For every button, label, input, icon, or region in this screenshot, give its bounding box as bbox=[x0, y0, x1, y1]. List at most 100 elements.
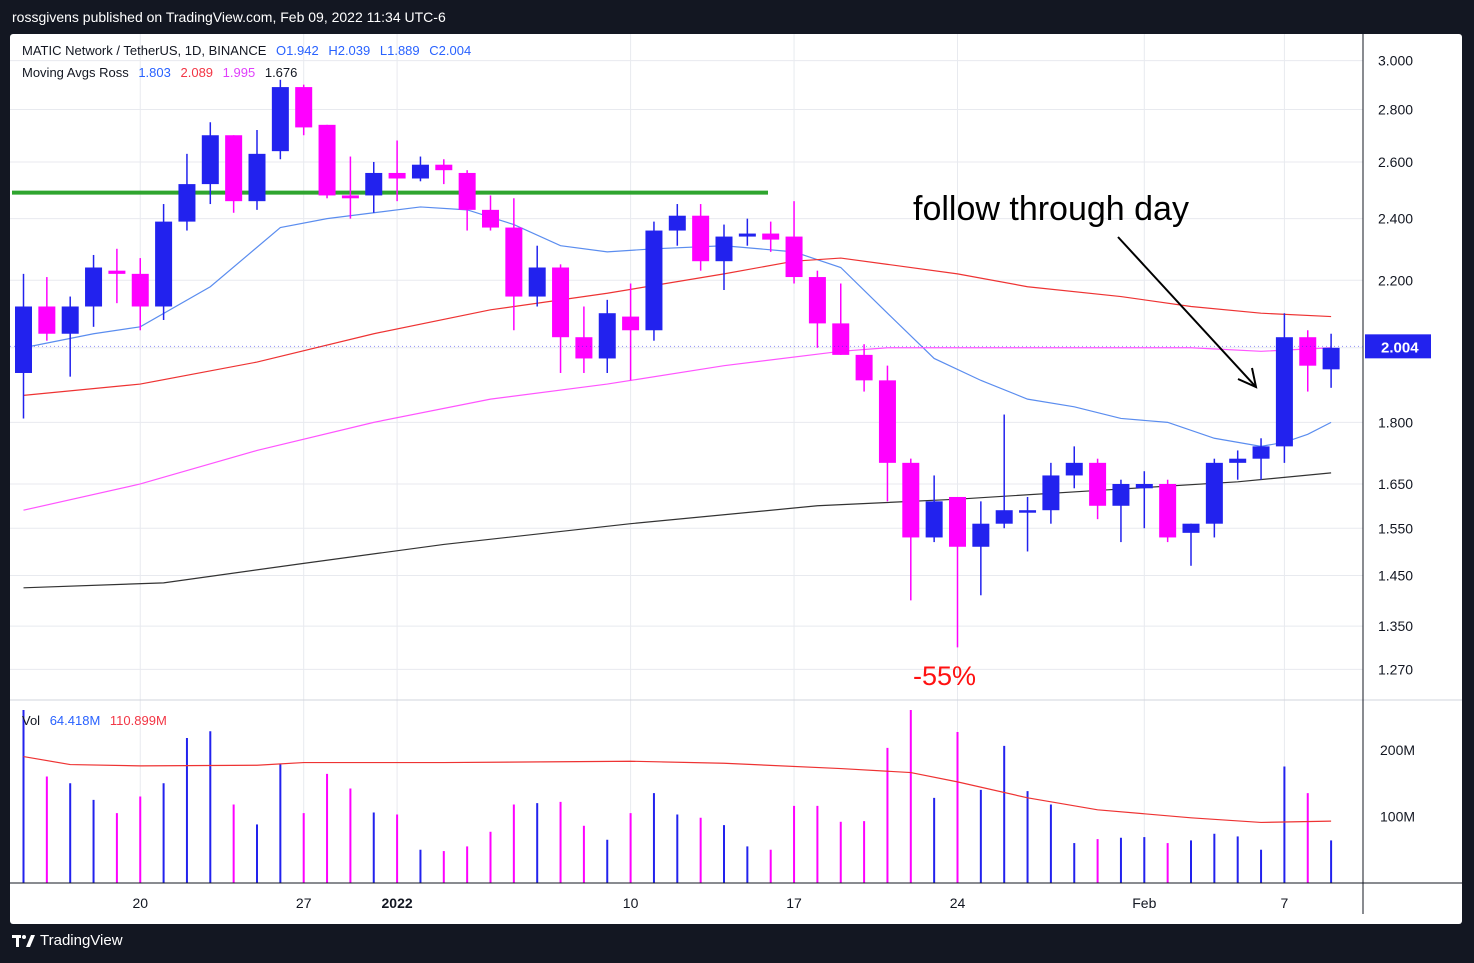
date-tick-label: 27 bbox=[296, 895, 312, 911]
date-tick-label: 7 bbox=[1281, 895, 1289, 911]
chart-canvas[interactable]: 3.0002.8002.6002.4002.2002.0001.8001.650… bbox=[10, 34, 1462, 924]
candle-body bbox=[1019, 510, 1037, 513]
close-value: C2.004 bbox=[429, 43, 472, 58]
price-tick-label: 3.000 bbox=[1378, 53, 1413, 69]
ma4-value: 1.676 bbox=[264, 65, 298, 80]
candle-body bbox=[1112, 483, 1130, 506]
candle-body bbox=[949, 496, 966, 547]
candle-body bbox=[785, 236, 803, 278]
high-value: H2.039 bbox=[328, 43, 371, 58]
date-tick-label: Feb bbox=[1132, 895, 1156, 911]
open-value: O1.942 bbox=[276, 43, 319, 58]
candle-body bbox=[318, 124, 336, 196]
volume-pane bbox=[22, 710, 1333, 883]
candle-body bbox=[832, 323, 850, 355]
candle-body bbox=[271, 87, 289, 152]
symbol-legend: MATIC Network / TetherUS, 1D, BINANCE O1… bbox=[22, 43, 477, 58]
price-tick-label: 1.350 bbox=[1378, 618, 1413, 634]
date-tick-label: 10 bbox=[623, 895, 639, 911]
candle-body bbox=[178, 184, 196, 222]
candle-body bbox=[1182, 523, 1200, 533]
volume-legend-label: Vol bbox=[22, 713, 41, 728]
candle-body bbox=[61, 306, 79, 334]
candle-body bbox=[878, 380, 896, 463]
price-tick-label: 2.800 bbox=[1378, 101, 1413, 117]
axes: 3.0002.8002.6002.4002.2002.0001.8001.650… bbox=[10, 34, 1462, 914]
candle-body bbox=[1042, 475, 1060, 511]
candle-body bbox=[365, 172, 383, 196]
published-header: rossgivens published on TradingView.com,… bbox=[12, 9, 446, 25]
candle-body bbox=[1205, 462, 1223, 524]
date-tick-label: 20 bbox=[132, 895, 148, 911]
candle-body bbox=[341, 195, 359, 199]
candle-body bbox=[1229, 458, 1247, 463]
candle-body bbox=[1252, 446, 1270, 459]
price-tick-label: 1.270 bbox=[1378, 661, 1413, 677]
candle-body bbox=[598, 313, 616, 359]
ma1-value: 1.803 bbox=[138, 65, 171, 80]
annotation-arrow-line bbox=[1117, 236, 1257, 388]
candle-body bbox=[225, 135, 243, 202]
candle-body bbox=[411, 164, 429, 179]
candle-body bbox=[131, 273, 149, 307]
candle-body bbox=[1299, 337, 1317, 366]
chart-frame[interactable]: 3.0002.8002.6002.4002.2002.0001.8001.650… bbox=[10, 34, 1462, 924]
volume-tick-label: 100M bbox=[1380, 808, 1415, 824]
ma2-value: 2.089 bbox=[180, 65, 214, 80]
candle-body bbox=[715, 236, 733, 262]
volume-tick-label: 200M bbox=[1380, 742, 1415, 758]
price-tick-label: 2.200 bbox=[1378, 272, 1413, 288]
volume-legend[interactable]: Vol 64.418M 110.899M bbox=[22, 713, 173, 728]
candles bbox=[15, 79, 1340, 648]
candle-body bbox=[738, 233, 756, 237]
candle-body bbox=[458, 172, 476, 210]
annotations: follow through day -55% bbox=[913, 190, 1258, 691]
candle-body bbox=[38, 306, 56, 334]
candle-body bbox=[1089, 462, 1107, 506]
candle-body bbox=[1322, 347, 1340, 370]
price-tick-label: 1.450 bbox=[1378, 567, 1413, 583]
candle-body bbox=[155, 221, 173, 307]
price-tick-label: 2.600 bbox=[1378, 154, 1413, 170]
ma4-line bbox=[23, 472, 1332, 589]
ma3-value: 1.995 bbox=[222, 65, 256, 80]
date-tick-label: 17 bbox=[786, 895, 802, 911]
candle-body bbox=[972, 523, 990, 547]
candle-body bbox=[645, 230, 663, 331]
date-tick-label: 24 bbox=[950, 895, 966, 911]
candle-body bbox=[248, 153, 266, 202]
candle-body bbox=[388, 172, 406, 179]
candle-body bbox=[528, 267, 546, 297]
candle-body bbox=[85, 267, 103, 307]
annotation-arrow-head bbox=[1237, 367, 1258, 389]
candle-body bbox=[762, 233, 780, 240]
candle-body bbox=[482, 209, 499, 228]
candle-body bbox=[808, 277, 826, 324]
ma3-line bbox=[23, 347, 1332, 511]
candle-body bbox=[552, 267, 570, 338]
last-price-label: 2.004 bbox=[1381, 339, 1419, 356]
price-tick-label: 1.650 bbox=[1378, 476, 1413, 492]
tradingview-footer[interactable]: TradingView bbox=[12, 932, 123, 949]
ma1-line bbox=[23, 206, 1332, 447]
candle-body bbox=[15, 306, 32, 373]
ma-legend-label: Moving Avgs Ross bbox=[22, 65, 129, 80]
price-tick-label: 1.800 bbox=[1378, 414, 1413, 430]
candle-body bbox=[1135, 483, 1153, 489]
volume-value: 64.418M bbox=[49, 713, 101, 728]
candle-body bbox=[855, 354, 873, 381]
last-price-tag bbox=[1365, 334, 1431, 359]
tradingview-brand: TradingView bbox=[40, 932, 123, 949]
candle-body bbox=[435, 164, 453, 171]
date-tick-label: 2022 bbox=[382, 895, 413, 911]
candle-body bbox=[925, 501, 943, 538]
drawdown-annotation: -55% bbox=[913, 661, 976, 691]
candle-body bbox=[1275, 337, 1293, 447]
ma-legend[interactable]: Moving Avgs Ross 1.803 2.089 1.995 1.676 bbox=[22, 65, 303, 80]
volume-ma-value: 110.899M bbox=[109, 713, 167, 728]
symbol-name: MATIC Network / TetherUS, 1D, BINANCE bbox=[22, 43, 267, 58]
candle-body bbox=[902, 462, 920, 538]
candle-body bbox=[295, 87, 313, 128]
tradingview-logo-icon bbox=[12, 934, 35, 947]
ma2-line bbox=[23, 257, 1332, 396]
